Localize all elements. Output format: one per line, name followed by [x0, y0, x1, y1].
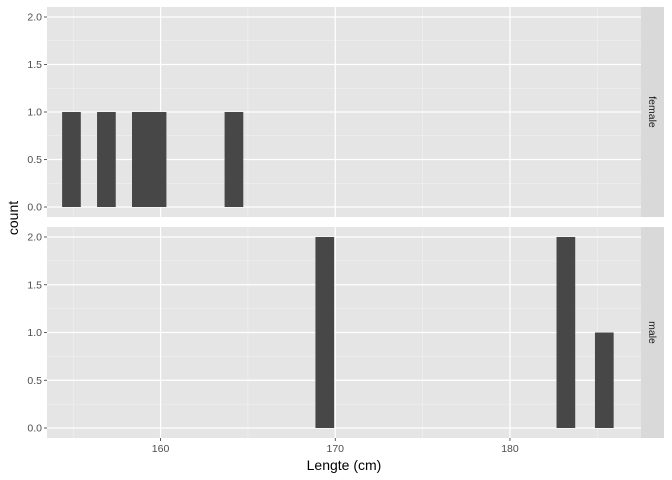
y-tick-label: 1.5: [27, 279, 42, 291]
histogram-bar: [315, 237, 335, 428]
y-axis-title: count: [5, 201, 21, 235]
y-tick-label: 1.0: [27, 107, 42, 119]
y-tick-label: 0.5: [27, 375, 42, 387]
x-axis: 160 170 180: [152, 438, 519, 455]
histogram-bar: [147, 112, 167, 207]
y-tick-label: 2.0: [27, 232, 42, 244]
histogram-bar: [97, 112, 116, 207]
facet-panel-female: 0.0 0.5 1.0 1.5 2.0 female: [27, 7, 664, 217]
histogram-bar: [556, 237, 576, 428]
y-tick-label: 0.0: [27, 202, 42, 214]
x-tick-label: 170: [326, 443, 344, 455]
y-tick-label: 0.0: [27, 423, 42, 435]
histogram-bar: [62, 112, 81, 207]
y-tick-label: 1.0: [27, 327, 42, 339]
facet-strip-label: female: [646, 96, 658, 128]
facet-strip: [641, 7, 664, 217]
facet-panels: 0.0 0.5 1.0 1.5 2.0 female 0.0 0.5 1.0 1.5 2.0 male: [27, 7, 664, 438]
y-tick-label: 1.5: [27, 59, 42, 71]
facet-panel-male: 0.0 0.5 1.0 1.5 2.0 male: [27, 227, 664, 438]
x-tick-label: 160: [152, 443, 170, 455]
y-tick-label: 0.5: [27, 154, 42, 166]
histogram-bar: [131, 112, 151, 207]
x-axis-title: Lengte (cm): [307, 457, 382, 473]
histogram-bar: [224, 112, 244, 207]
y-tick-label: 2.0: [27, 12, 42, 24]
x-tick-label: 180: [501, 443, 519, 455]
facet-strip-label: male: [646, 321, 658, 344]
histogram-bar: [594, 332, 614, 428]
facet-strip: [641, 227, 664, 438]
